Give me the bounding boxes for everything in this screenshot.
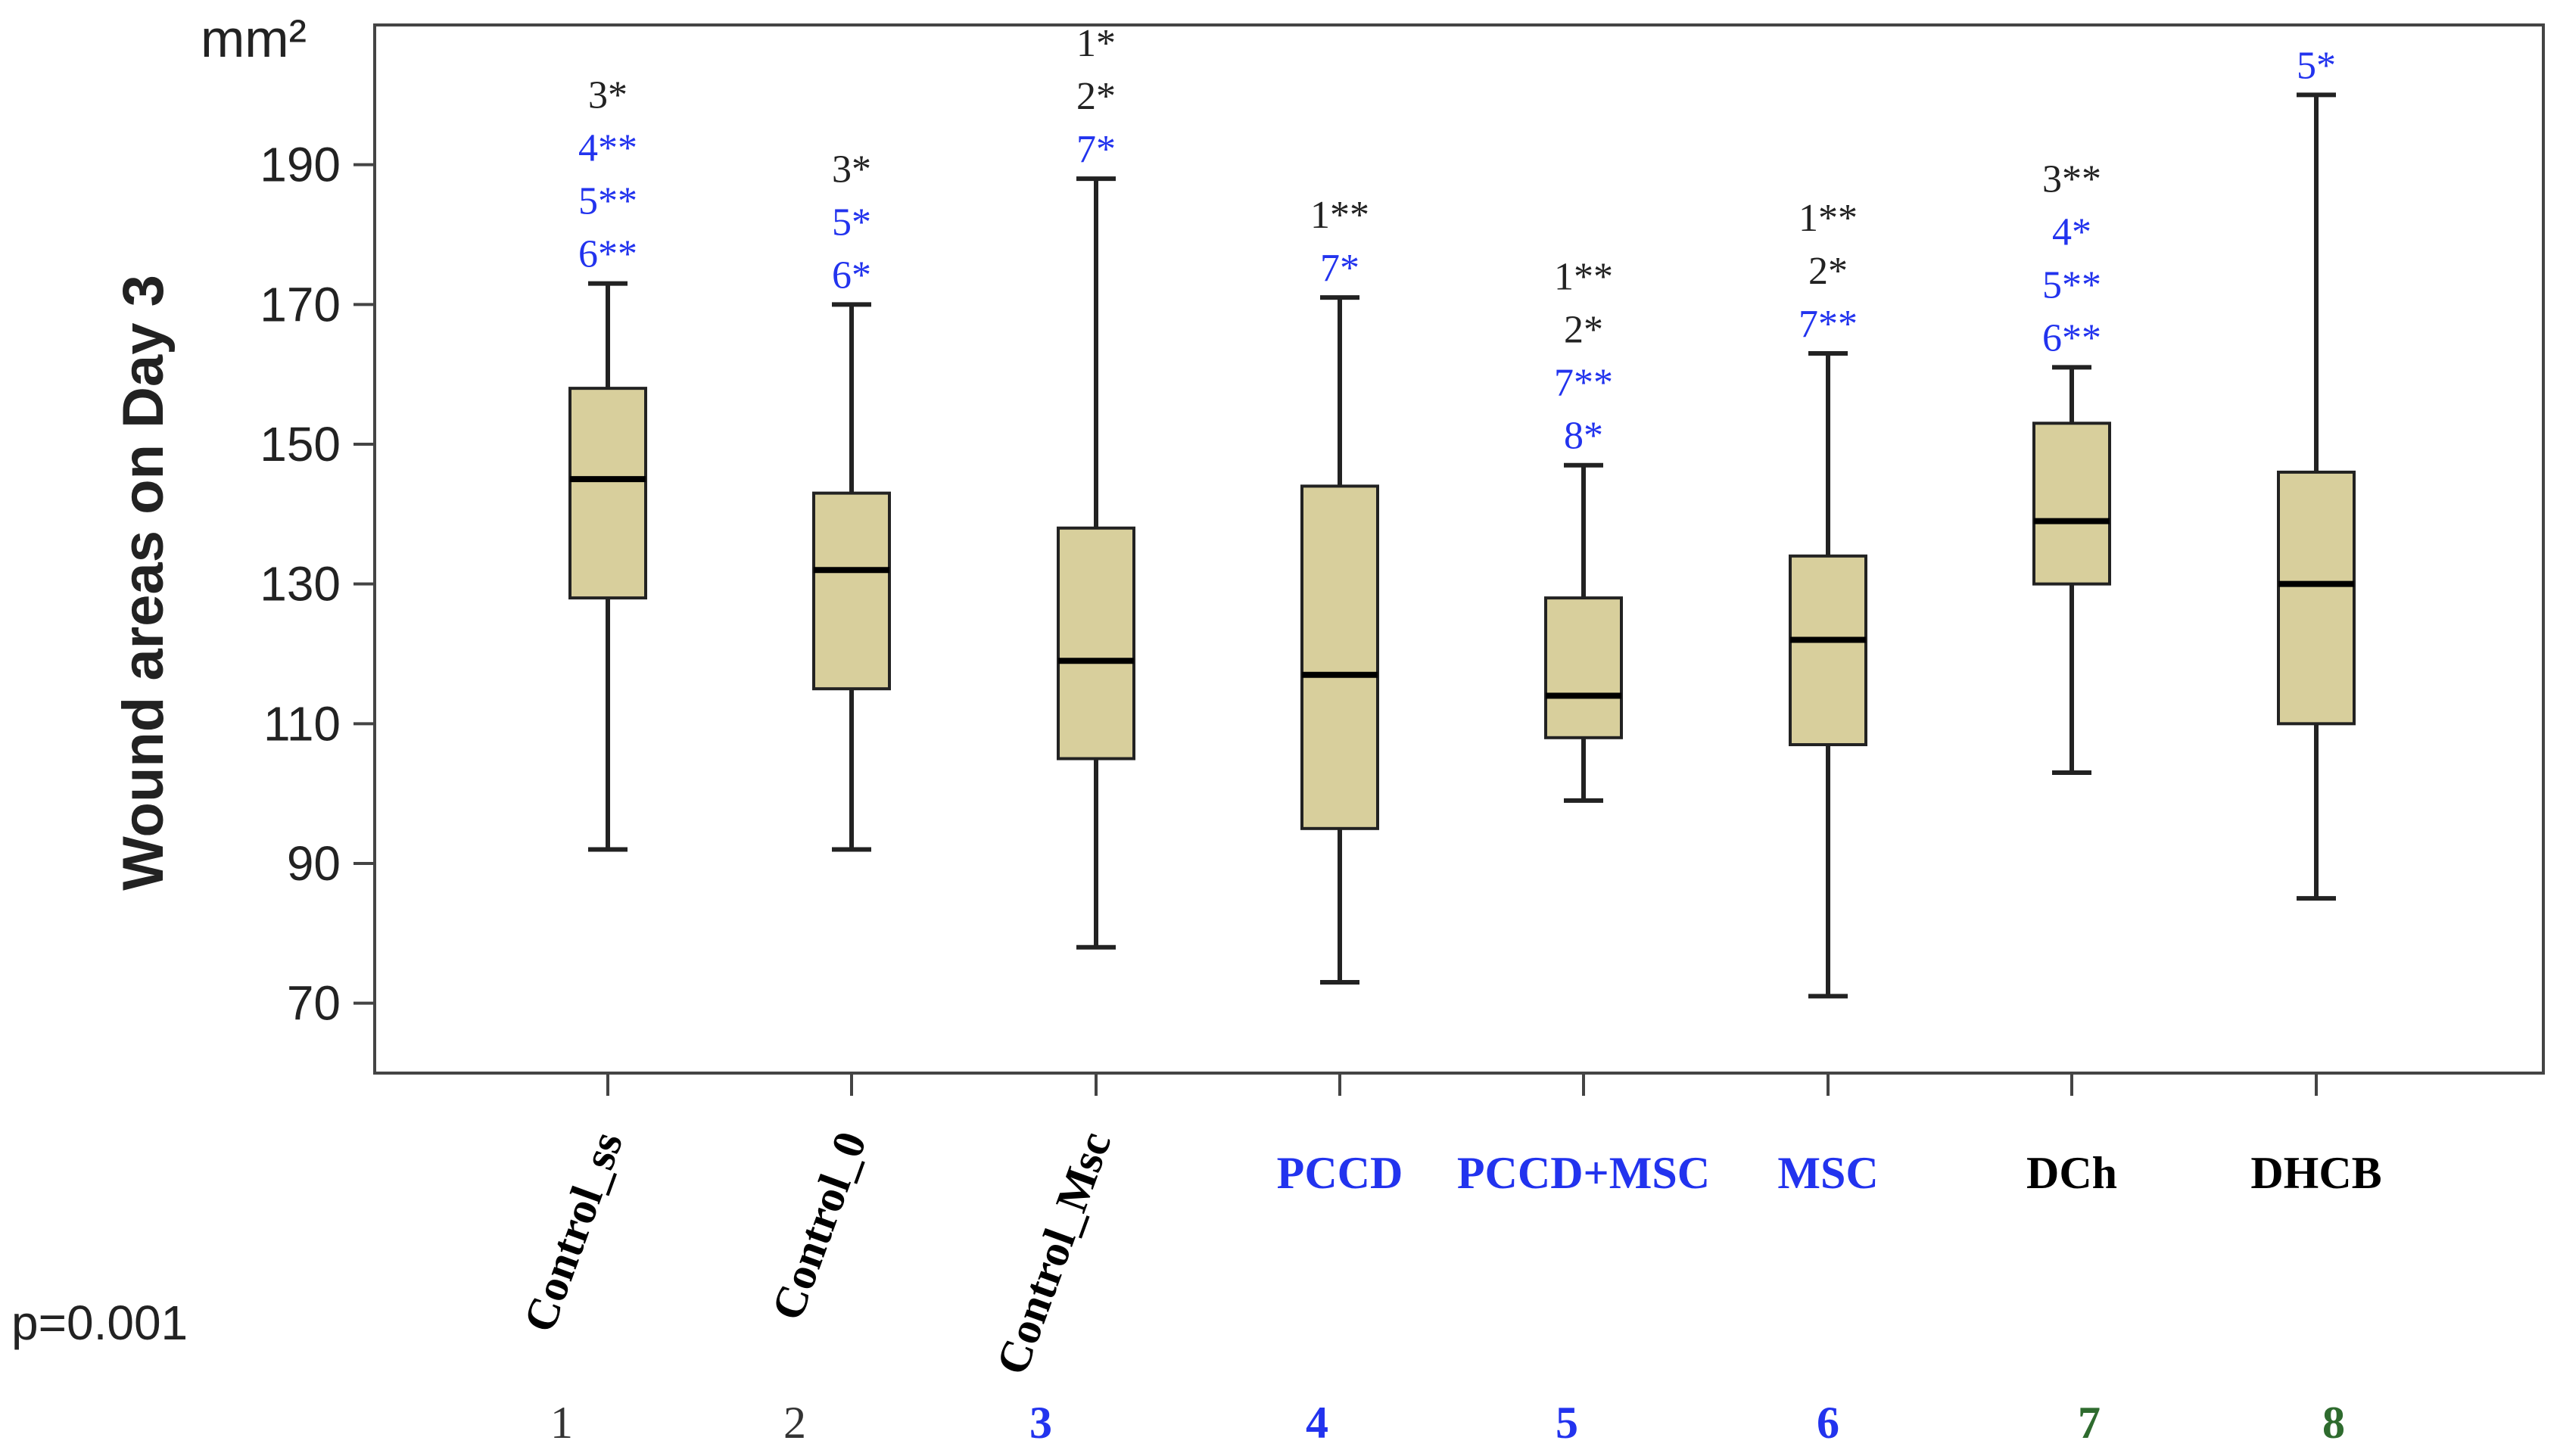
significance-annotation: 1*: [1076, 22, 1116, 65]
x-category-label: Control_ss: [514, 1125, 632, 1339]
x-group-number: 8: [2322, 1398, 2345, 1448]
y-tick-label: 90: [287, 836, 341, 891]
significance-annotation: 8*: [1564, 415, 1603, 458]
significance-annotation: 5*: [2297, 44, 2336, 87]
significance-annotation: 5*: [832, 201, 871, 244]
significance-annotation: 3*: [832, 148, 871, 191]
significance-annotation: 6**: [578, 233, 637, 276]
x-group-number: 5: [1556, 1398, 1578, 1448]
significance-annotation: 1**: [1799, 197, 1858, 240]
x-axis-labels: Control_ss Control_0 Control_Msc PCCD PCCD+M…: [514, 1125, 2382, 1381]
x-category-label: PCCD: [1277, 1148, 1403, 1198]
significance-annotation: 7*: [1076, 128, 1116, 171]
significance-annotation: 5**: [578, 180, 637, 223]
y-tick-label: 110: [263, 696, 341, 751]
plot-frame: [373, 23, 2545, 1075]
iqr-box: [2032, 422, 2111, 586]
y-tick-label: 190: [260, 138, 341, 192]
significance-annotation: 6**: [2042, 316, 2101, 359]
significance-annotation: 1**: [1310, 194, 1369, 237]
iqr-box: [1544, 596, 1623, 739]
x-group-number: 1: [550, 1398, 573, 1448]
x-category-label: MSC: [1777, 1148, 1878, 1198]
unit-label: mm²: [201, 9, 307, 68]
box-group: [812, 302, 891, 1096]
significance-annotation: 4**: [578, 127, 637, 170]
x-group-number: 7: [2078, 1398, 2101, 1448]
x-category-label: Control_0: [762, 1125, 877, 1327]
significance-annotation: 2*: [1076, 75, 1116, 118]
y-tick-label: 130: [260, 557, 341, 611]
y-axis-title: Wound areas on Day 3: [111, 275, 176, 891]
iqr-box: [2277, 470, 2356, 726]
significance-annotation: 2*: [1564, 309, 1603, 352]
y-axis: 70 90 110 130 150 170 190: [260, 138, 375, 1031]
box-group: [2032, 365, 2111, 1096]
x-axis-group-numbers: 1 2 3 4 5 6 7 8: [550, 1398, 2345, 1448]
significance-annotations: 3* 4** 5** 6** 3* 5* 6* 1* 2* 7* 1** 7* 1** 2* 7** 8* 1*…: [578, 22, 2336, 458]
x-group-number: 3: [1029, 1398, 1052, 1448]
box-group: [1300, 295, 1379, 1096]
significance-annotation: 6*: [832, 254, 871, 297]
box-group: [1789, 350, 1867, 1096]
significance-annotation: 5**: [2042, 263, 2101, 306]
x-category-label: DCh: [2026, 1148, 2117, 1198]
p-value-label: p=0.001: [11, 1296, 188, 1350]
iqr-box: [568, 387, 647, 600]
iqr-box: [812, 491, 891, 691]
significance-annotation: 1**: [1554, 256, 1613, 299]
significance-annotation: 3*: [588, 74, 628, 117]
y-tick-label: 150: [260, 417, 341, 471]
x-group-number: 4: [1306, 1398, 1328, 1448]
x-category-label: Control_Msc: [986, 1125, 1120, 1381]
x-group-number: 6: [1817, 1398, 1839, 1448]
box-series: [568, 92, 2356, 1096]
y-tick-label: 70: [287, 976, 341, 1031]
iqr-box: [1057, 526, 1135, 761]
significance-annotation: 3**: [2042, 157, 2101, 201]
x-category-label: DHCB: [2250, 1148, 2381, 1198]
iqr-box: [1789, 554, 1867, 747]
box-group: [1057, 176, 1135, 1096]
iqr-box: [1300, 484, 1379, 830]
box-group: [1544, 462, 1623, 1096]
significance-annotation: 7**: [1799, 303, 1858, 346]
x-category-label: PCCD+MSC: [1457, 1148, 1710, 1198]
x-group-number: 2: [783, 1398, 806, 1448]
significance-annotation: 7*: [1320, 247, 1359, 290]
box-group: [2277, 92, 2356, 1096]
y-tick-label: 170: [260, 277, 341, 331]
significance-annotation: 2*: [1808, 250, 1848, 293]
significance-annotation: 7**: [1554, 362, 1613, 405]
significance-annotation: 4*: [2052, 210, 2091, 254]
box-group: [568, 281, 647, 1096]
